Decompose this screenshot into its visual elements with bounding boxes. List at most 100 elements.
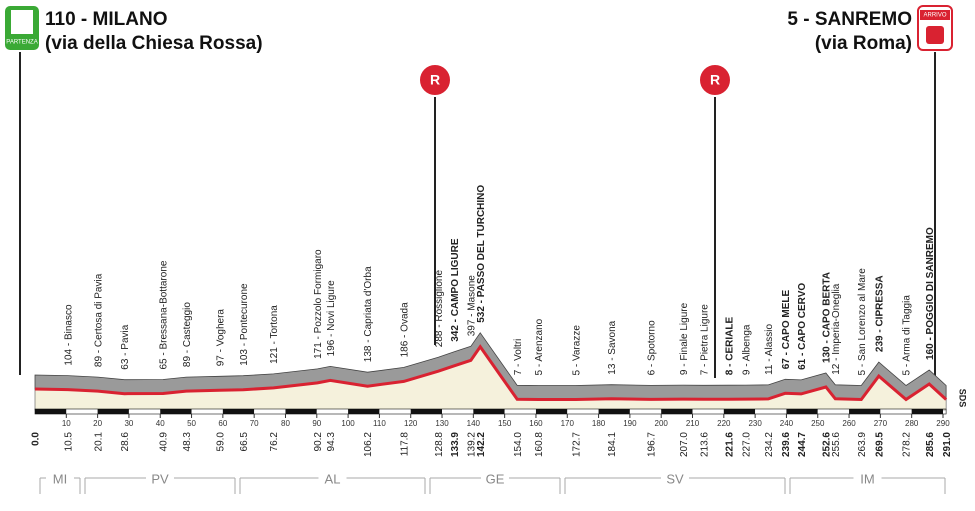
km-tick-label: 10 — [62, 419, 71, 428]
waypoint-label: 12 - Imperia-Oneglia — [831, 283, 842, 375]
waypoint-label: 6 - Spotorno — [647, 320, 658, 375]
start-title: 110 - MILANO — [45, 9, 167, 30]
km-label: 227.0 — [741, 432, 752, 457]
waypoint-label: 9 - Finale Ligure — [679, 302, 690, 375]
finish-icon — [926, 26, 944, 44]
km-tick-label: 50 — [187, 419, 196, 428]
km-label: 263.9 — [857, 432, 868, 457]
km-strip — [755, 409, 787, 414]
km-strip — [692, 409, 724, 414]
km-tick-label: 190 — [623, 419, 637, 428]
waypoint-label: 288 - Rossiglione — [434, 269, 445, 347]
km-strip — [442, 409, 474, 414]
km-strip — [849, 409, 881, 414]
waypoint-label: 5 - Varazze — [571, 325, 582, 376]
waypoint-label: 532 - PASSO DEL TURCHINO — [476, 185, 487, 323]
km-strip — [348, 409, 380, 414]
km-tick-label: 130 — [435, 419, 449, 428]
km-tick-label: 210 — [686, 419, 700, 428]
km-strip — [598, 409, 630, 414]
km-tick-label: 40 — [156, 419, 165, 428]
km-tick-label: 200 — [655, 419, 669, 428]
km-strip — [410, 409, 443, 414]
waypoint-label: 104 - Binasco — [64, 304, 75, 366]
km-label: 207.0 — [679, 432, 690, 457]
km-label: 160.8 — [534, 432, 545, 457]
waypoint-label: 138 - Capriata d'Orba — [363, 266, 374, 362]
km-strip — [817, 409, 850, 414]
km-label: 142.2 — [476, 432, 487, 457]
km-label: 117.8 — [399, 432, 410, 457]
km-label: 133.9 — [450, 432, 461, 457]
km-tick-label: 280 — [905, 419, 919, 428]
km-label: 213.6 — [699, 432, 710, 457]
region-bracket — [39, 477, 81, 494]
feed-marker — [698, 63, 732, 97]
km-tick-label: 220 — [717, 419, 731, 428]
km-tick-label: 100 — [341, 419, 355, 428]
km-tick-label: 110 — [373, 419, 386, 428]
waypoint-label: 103 - Pontecurone — [239, 283, 250, 366]
km-label: 66.5 — [239, 432, 250, 452]
km-strip — [473, 409, 505, 414]
km-tick-label: 80 — [281, 419, 290, 428]
waypoint-label: 61 - CAPO CERVO — [797, 283, 808, 370]
km-tick-label: 120 — [404, 419, 418, 428]
km-label: 221.6 — [724, 432, 735, 457]
region-bracket — [84, 477, 236, 494]
km-strip — [504, 409, 536, 414]
finish-subtitle: (via Roma) — [815, 33, 912, 54]
km-strip — [97, 409, 129, 414]
km-label: 172.7 — [571, 432, 582, 457]
finish-title: 5 - SANREMO — [787, 9, 912, 30]
start-badge-text: PARTENZA — [6, 40, 37, 46]
finish-badge-band — [920, 10, 950, 20]
km-strip-frame — [34, 408, 947, 415]
km-label: 252.6 — [822, 432, 833, 457]
km-label: 106.2 — [363, 432, 374, 457]
km-tick-label: 160 — [529, 419, 543, 428]
waypoint-label: 89 - Casteggio — [182, 302, 193, 367]
km-tick-label: 270 — [874, 419, 888, 428]
side-label: SDS — [958, 389, 968, 408]
km-tick-label: 140 — [467, 419, 481, 428]
waypoint-label: 7 - Voltri — [513, 339, 524, 376]
finish-badge-text: ARRIVO — [923, 13, 946, 19]
km-tick-label: 150 — [498, 419, 512, 428]
waypoint-label: 13 - Savona — [607, 320, 618, 374]
km-label: 0.0 — [31, 432, 42, 446]
km-label: 291.0 — [942, 432, 953, 457]
waypoint-label: 97 - Voghera — [215, 309, 226, 367]
km-label: 28.6 — [120, 432, 131, 452]
km-label: 239.6 — [781, 432, 792, 457]
km-label: 40.9 — [159, 432, 170, 452]
km-strip — [786, 409, 818, 414]
km-strip — [285, 409, 317, 414]
km-label: 255.6 — [831, 432, 842, 457]
km-strip — [222, 409, 255, 414]
km-label: 48.3 — [182, 432, 193, 452]
region-bracket — [789, 477, 946, 494]
region-label: IM — [860, 471, 874, 486]
km-label: 244.7 — [797, 432, 808, 457]
km-label: 128.8 — [434, 432, 445, 457]
km-tick-label: 60 — [218, 419, 227, 428]
km-label: 10.5 — [64, 432, 75, 452]
waypoint-label: 121 - Tortona — [269, 305, 280, 364]
waypoint-label: 11 - Alassio — [764, 324, 775, 375]
waypoint-label: 342 - CAMPO LIGURE — [450, 238, 461, 342]
km-tick-label: 180 — [592, 419, 606, 428]
km-strip — [254, 409, 286, 414]
km-strip — [880, 409, 912, 414]
km-strip — [379, 409, 411, 414]
km-label: 269.5 — [874, 432, 885, 457]
region-label: SV — [666, 471, 684, 486]
km-strip — [567, 409, 599, 414]
feed-marker-label: R — [710, 72, 720, 88]
km-label: 139.2 — [466, 432, 477, 457]
km-label: 94.3 — [326, 432, 337, 452]
waypoint-label: 65 - Bressana-Bottarone — [159, 260, 170, 369]
profile-route — [34, 344, 948, 402]
km-label: 234.2 — [764, 432, 775, 457]
